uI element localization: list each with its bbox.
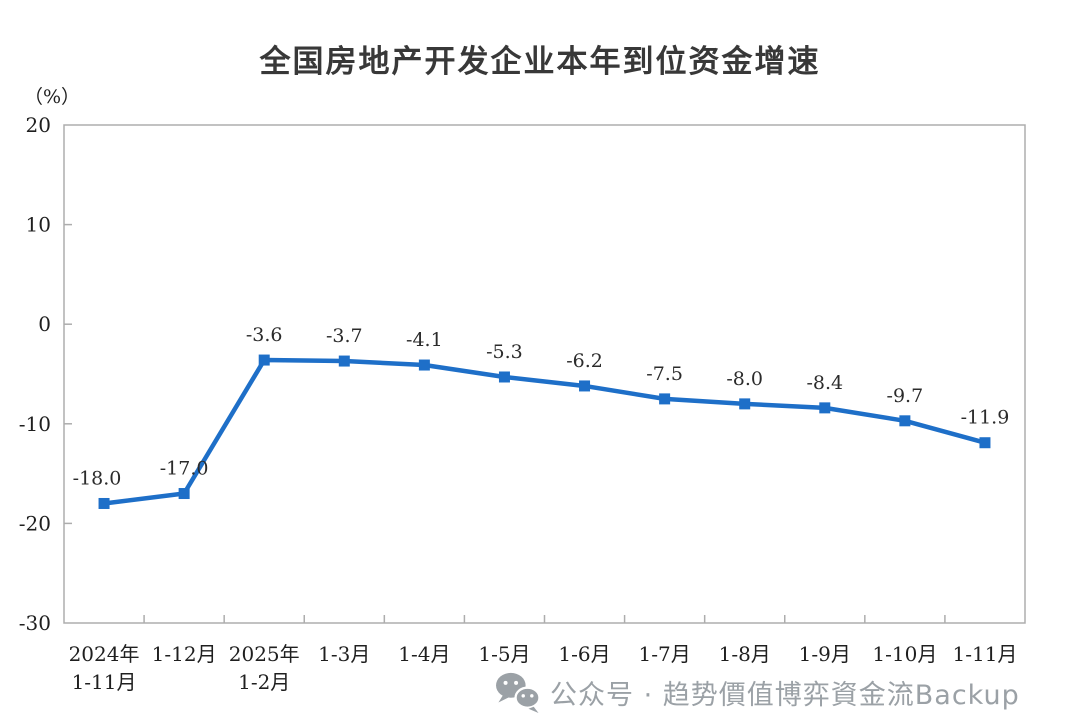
- data-point-label: -17.0: [160, 458, 209, 480]
- y-axis-unit-label: （%）: [24, 86, 81, 108]
- x-axis-label: 1-3月: [318, 642, 370, 666]
- data-line: [101, 357, 988, 506]
- chart-title: 全国房地产开发企业本年到位资金增速: [259, 44, 821, 79]
- x-axis-label: 2024年 1-11月: [69, 642, 140, 694]
- wechat-icon: [496, 672, 541, 713]
- x-axis-label: 1-4月: [398, 642, 450, 666]
- plot-border: [63, 124, 1026, 624]
- x-axis-label: 1-9月: [799, 642, 851, 666]
- data-point-marker: [178, 488, 190, 500]
- y-axis-tick-label: -10: [19, 412, 51, 436]
- y-axis-tick-label: -30: [19, 611, 51, 635]
- x-axis-label: 1-6月: [558, 642, 610, 666]
- watermark: 公众号 · 趋势價值博弈資金流Backup: [494, 672, 1020, 713]
- x-axis-label: 1-5月: [478, 642, 530, 666]
- watermark-text: 公众号 · 趋势價值博弈資金流Backup: [550, 679, 1020, 711]
- y-axis-tick-label: 0: [38, 312, 51, 336]
- data-point-marker: [418, 359, 430, 371]
- data-point-label: -9.7: [887, 385, 924, 407]
- data-point-label: -11.9: [961, 407, 1010, 429]
- data-point-label: -6.2: [566, 350, 603, 372]
- data-point-label: -3.6: [246, 324, 283, 346]
- x-axis-label: 1-8月: [719, 642, 771, 666]
- data-point-marker: [579, 380, 591, 392]
- data-point-marker: [258, 354, 270, 366]
- x-axis-label: 2025年 1-2月: [229, 642, 300, 694]
- data-point-marker: [979, 437, 991, 449]
- data-point-marker: [98, 497, 110, 509]
- data-point-label: -8.4: [806, 372, 843, 394]
- data-point-label: -7.5: [646, 363, 683, 385]
- data-point-marker: [739, 398, 751, 410]
- data-point-marker: [659, 393, 671, 405]
- data-point-label: -8.0: [726, 368, 763, 390]
- y-axis-tick-label: 20: [26, 113, 51, 137]
- data-point-marker: [899, 415, 911, 427]
- data-point-label: -18.0: [73, 467, 122, 489]
- x-axis-label: 1-12月: [152, 642, 217, 666]
- y-axis-tick-label: 10: [26, 213, 51, 237]
- y-axis-tick-label: -20: [19, 511, 51, 535]
- data-point-label: -5.3: [486, 341, 523, 363]
- x-axis-label: 1-11月: [952, 642, 1017, 666]
- data-point-marker: [819, 402, 831, 414]
- data-point-label: -3.7: [326, 325, 363, 347]
- data-point-label: -4.1: [406, 329, 443, 351]
- data-point-marker: [498, 371, 510, 383]
- x-axis-label: 1-10月: [872, 642, 937, 666]
- data-point-marker: [338, 355, 350, 367]
- x-axis-label: 1-7月: [639, 642, 691, 666]
